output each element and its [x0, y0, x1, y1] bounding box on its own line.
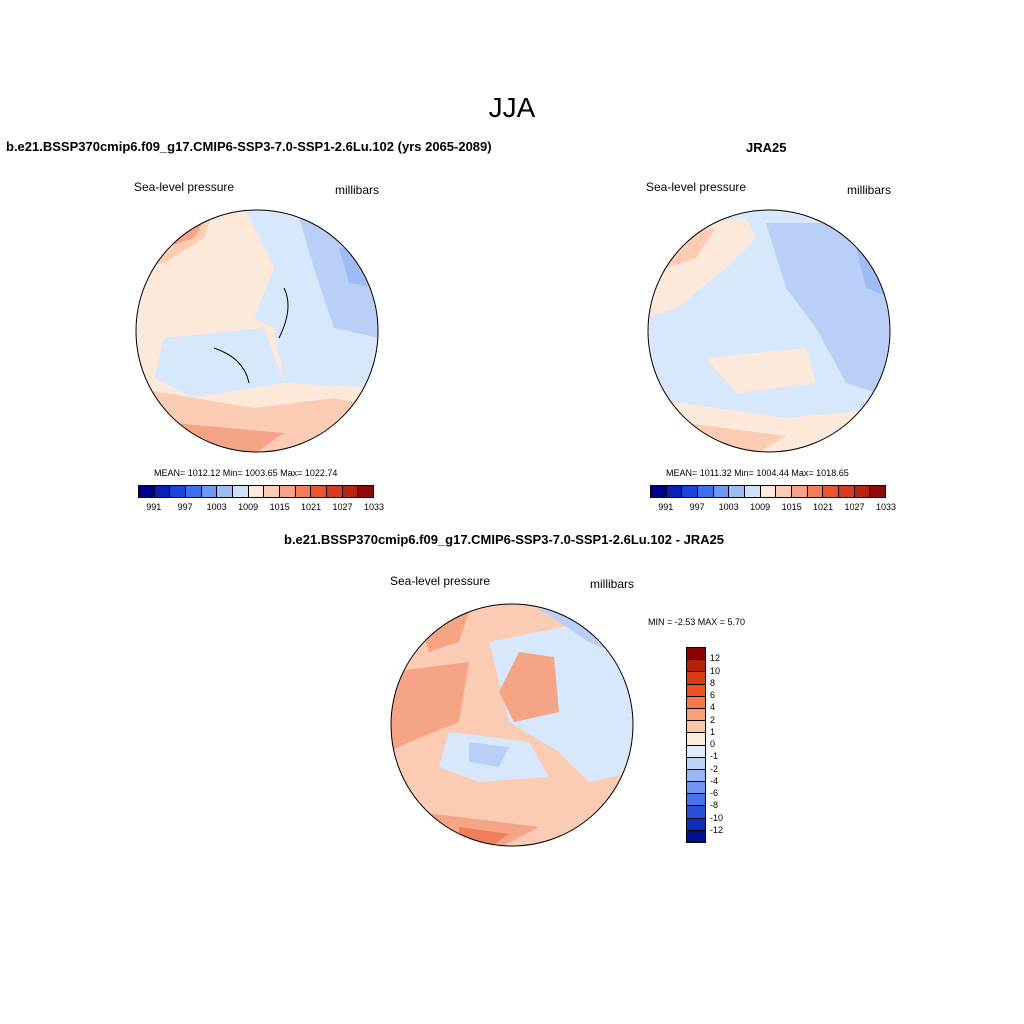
colorbar-swatch [358, 486, 374, 497]
colorbar-tick-label: 6 [710, 690, 716, 700]
colorbar-tick-label: -8 [710, 800, 719, 811]
diff-colorbar [686, 647, 706, 843]
colorbar-swatch [687, 794, 705, 807]
colorbar-swatch [233, 486, 249, 497]
colorbar-swatch [201, 486, 218, 497]
model-colorbar-labels: 991 997 1003 1009 1015 1021 1027 1033 [138, 502, 384, 514]
colorbar-tick-label: 1009 [750, 502, 771, 512]
obs-colorbar-labels: 991 997 1003 1009 1015 1021 1027 1033 [650, 502, 896, 514]
colorbar-swatch [217, 486, 234, 497]
model-stats: MEAN= 1012.12 Min= 1003.65 Max= 1022.74 [154, 468, 338, 478]
colorbar-swatch [687, 745, 705, 758]
colorbar-tick-label: 1027 [332, 502, 353, 512]
diff-colorbar-labels: 12 10 8 6 4 2 1 0 -1 -2 -4 -6 -8 -10 -12 [710, 647, 740, 843]
diff-stats: MIN = -2.53 MAX = 5.70 [648, 617, 746, 627]
model-panel-title: b.e21.BSSP370cmip6.f09_g17.CMIP6-SSP3-7.… [6, 139, 492, 154]
colorbar-swatch [760, 486, 777, 497]
colorbar-tick-label: 1021 [301, 502, 322, 512]
colorbar-tick-label: 10 [710, 665, 721, 676]
colorbar-swatch [792, 486, 808, 497]
colorbar-swatch [139, 486, 155, 497]
colorbar-tick-label: 997 [689, 502, 705, 512]
colorbar-swatch [295, 486, 312, 497]
colorbar-swatch [687, 660, 705, 673]
colorbar-tick-label: 4 [710, 702, 716, 713]
colorbar-swatch [264, 486, 281, 497]
colorbar-swatch [154, 486, 171, 497]
colorbar-swatch [839, 486, 855, 497]
colorbar-swatch [342, 486, 359, 497]
colorbar-tick-label: -12 [710, 824, 724, 835]
colorbar-swatch [870, 486, 886, 497]
obs-colorbar [650, 485, 886, 498]
obs-panel-title: JRA25 [746, 140, 787, 155]
colorbar-tick-label: 991 [658, 502, 674, 512]
colorbar-swatch [687, 818, 705, 831]
colorbar-swatch [687, 782, 705, 795]
colorbar-swatch [713, 486, 730, 497]
obs-units-label: millibars [847, 183, 892, 197]
colorbar-tick-label: 1 [710, 726, 716, 737]
colorbar-swatch [807, 486, 824, 497]
model-polar-map [135, 209, 379, 453]
diff-units-label: millibars [590, 577, 635, 591]
colorbar-swatch [698, 486, 714, 497]
diff-left-label: Sea-level pressure [390, 574, 491, 588]
colorbar-tick-label: 1033 [875, 502, 897, 512]
colorbar-swatch [327, 486, 343, 497]
colorbar-tick-label: -1 [710, 751, 719, 762]
colorbar-tick-label: 1003 [206, 502, 227, 512]
colorbar-swatch [854, 486, 871, 497]
colorbar-tick-label: 12 [710, 653, 721, 664]
colorbar-swatch [687, 708, 705, 722]
obs-polar-map [647, 209, 891, 453]
colorbar-tick-label: 1021 [813, 502, 834, 512]
colorbar-swatch [823, 486, 840, 497]
colorbar-swatch [687, 806, 705, 819]
colorbar-swatch [682, 486, 699, 497]
colorbar-swatch [687, 648, 705, 661]
colorbar-tick-label: 1033 [363, 502, 385, 512]
model-units-label: millibars [335, 183, 380, 197]
colorbar-swatch [687, 733, 705, 746]
colorbar-swatch [280, 486, 296, 497]
colorbar-swatch [186, 486, 202, 497]
colorbar-swatch [687, 830, 705, 842]
colorbar-tick-label: 0 [710, 739, 716, 749]
colorbar-swatch [729, 486, 746, 497]
colorbar-tick-label: -4 [710, 775, 719, 786]
colorbar-tick-label: 991 [146, 502, 162, 512]
colorbar-tick-label: 2 [710, 714, 716, 725]
diff-polar-map [390, 603, 634, 847]
colorbar-tick-label: 997 [177, 502, 193, 512]
colorbar-swatch [687, 721, 705, 734]
colorbar-tick-label: -10 [710, 812, 724, 823]
colorbar-swatch [687, 757, 705, 770]
colorbar-tick-label: 1027 [844, 502, 865, 512]
colorbar-swatch [745, 486, 761, 497]
obs-stats: MEAN= 1011.32 Min= 1004.44 Max= 1018.65 [666, 468, 849, 478]
colorbar-tick-label: 1003 [718, 502, 739, 512]
diff-panel-title: b.e21.BSSP370cmip6.f09_g17.CMIP6-SSP3-7.… [284, 532, 725, 547]
colorbar-swatch [687, 696, 705, 709]
model-colorbar [138, 485, 374, 498]
colorbar-tick-label: 1015 [269, 502, 290, 512]
colorbar-tick-label: -6 [710, 788, 719, 798]
colorbar-swatch [311, 486, 328, 497]
colorbar-tick-label: 8 [710, 677, 716, 688]
colorbar-swatch [687, 769, 705, 783]
colorbar-swatch [687, 684, 705, 697]
model-left-label: Sea-level pressure [134, 180, 235, 194]
colorbar-swatch [687, 672, 705, 685]
obs-left-label: Sea-level pressure [646, 180, 747, 194]
colorbar-swatch [666, 486, 683, 497]
colorbar-tick-label: 1015 [781, 502, 802, 512]
colorbar-tick-label: 1009 [238, 502, 259, 512]
colorbar-swatch [776, 486, 793, 497]
colorbar-swatch [651, 486, 667, 497]
colorbar-swatch [170, 486, 187, 497]
colorbar-swatch [248, 486, 265, 497]
figure-title: JJA [488, 92, 536, 123]
colorbar-tick-label: -2 [710, 763, 719, 774]
